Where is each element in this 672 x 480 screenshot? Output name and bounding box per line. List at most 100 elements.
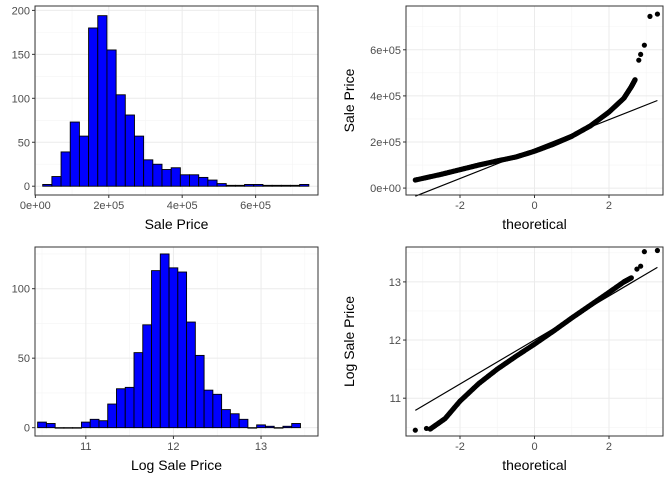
y-tick-label: 100 [12,284,30,296]
x-tick-label: 2e+05 [93,200,124,212]
histogram-bar [60,151,71,187]
y-tick-label: 150 [12,49,30,61]
qq-point [647,13,653,19]
histogram-bar [177,271,188,429]
histogram-bar [116,388,126,429]
y-tick-label: 0e+00 [370,183,401,195]
histogram-bar [45,423,56,429]
x-tick-label: 0e+00 [20,200,51,212]
histogram-bar [244,184,255,187]
y-axis-title: Sale Price [341,68,357,132]
histogram-bar [212,393,223,429]
qq-point [636,57,642,63]
histogram-bar [51,176,62,187]
histogram-bar [198,176,209,187]
qq-point [632,77,638,83]
x-tick-label: 6e+05 [240,200,271,212]
histogram-bar [238,418,249,429]
x-tick-label: 0 [531,200,537,212]
histogram-bar [143,159,154,187]
qq-point [628,275,634,281]
histogram-bar [37,421,47,429]
y-tick-label: 200 [12,5,30,17]
y-tick-label: 50 [18,137,30,149]
histogram-bar [134,135,145,187]
x-tick-label: 11 [80,441,91,453]
x-axis-title: Log Sale Price [131,457,222,473]
histogram-bar [229,413,240,429]
x-tick-label: 13 [255,441,267,453]
y-tick-label: 50 [18,353,30,365]
histogram-bar [161,169,172,187]
chart-hist-log: 11 12 13 0 50 100 Log Sale Price [12,246,319,473]
histogram-bar [234,184,246,187]
qq-reference-line [415,99,658,197]
histogram-bar [194,354,205,429]
histogram-bar [273,427,284,429]
y-tick-label: 0 [24,423,30,435]
histogram-bar [78,135,90,187]
histogram-bar [88,27,99,187]
y-tick-label: 11 [390,393,401,405]
histogram-bar [221,409,231,429]
chart-hist-sale: 0e+00 2e+05 4e+05 6e+05 0 50 100 150 200 Sale Pri… [12,5,319,232]
chart-qq-sale: -2 0 2 0e+00 2e+05 4e+05 6e+05 theoretical Sale … [341,5,664,232]
qq-point [654,11,661,17]
qq-point [638,263,644,269]
x-axis-title: Sale Price [145,216,209,232]
histogram-bar [63,427,74,429]
qq-point [641,42,647,48]
histogram-bar [170,167,181,187]
histogram-bar [106,49,117,187]
histogram-bar [151,270,161,429]
histogram-bar [280,184,291,187]
qq-point [638,51,644,58]
histogram-bar [80,421,91,429]
qq-reference-line [415,266,658,411]
histogram-bar [189,174,200,187]
chart-qq-log: -2 0 2 11 12 13 theoretical Log Sale Price [341,246,664,473]
histogram-bar [142,324,152,429]
histogram-bar [107,403,117,429]
x-axis-title: theoretical [502,457,567,473]
panel-border [34,246,319,437]
y-axis-title: Log Sale Price [341,296,357,387]
histogram-bar [253,184,264,187]
y-tick-label: 2e+05 [370,137,401,149]
histogram-bar [271,184,282,187]
histogram-bar [186,321,196,429]
x-axis-title: theoretical [502,216,567,232]
histogram-bar [168,267,179,429]
histogram-bar [42,184,53,187]
x-tick-label: -2 [455,441,465,453]
histogram-bar [159,253,170,429]
histogram-bar [72,427,82,429]
panel-border [34,5,319,196]
histogram-bar [225,184,236,187]
histogram-bar [98,420,109,429]
x-tick-label: -2 [455,200,465,212]
histogram-bar [54,427,65,429]
x-tick-label: 0 [531,441,537,453]
y-tick-label: 12 [389,335,401,347]
histogram-bar [262,184,273,187]
histogram-bar [89,418,100,429]
histogram-bar [216,183,227,187]
histogram-bar [207,179,218,187]
histogram-bar [124,386,135,429]
histogram-bar [133,352,144,429]
histogram-bar [256,424,266,429]
y-tick-label: 13 [389,277,401,289]
y-tick-label: 100 [12,93,30,105]
x-tick-label: 4e+05 [167,200,198,212]
histogram-bar [115,94,126,187]
histogram-bar [203,389,214,429]
qq-point [634,266,640,272]
y-tick-label: 0 [24,181,30,193]
y-tick-label: 6e+05 [370,45,401,57]
qq-point [641,249,647,255]
histogram-bar [179,174,190,187]
x-tick-label: 2 [606,200,612,212]
x-tick-label: 2 [606,441,612,453]
